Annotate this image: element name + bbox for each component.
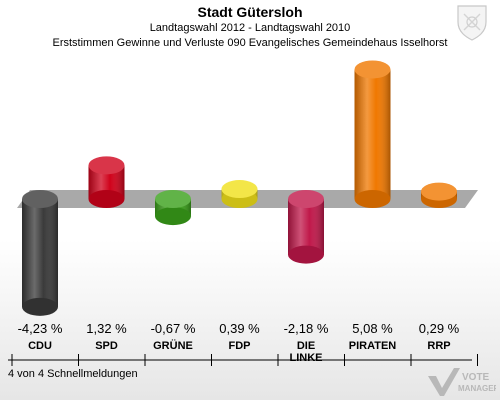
logo-line-1: VOTE xyxy=(462,372,490,383)
chart-title: Stadt Gütersloh xyxy=(197,4,303,20)
value-label-piraten: 5,08 % xyxy=(352,321,393,336)
bar-spd xyxy=(88,156,125,208)
bar-gruene xyxy=(155,190,191,226)
category-label-cdu: CDU xyxy=(28,340,52,352)
chart-subtitle: Landtagswahl 2012 - Landtagswahl 2010 xyxy=(149,22,351,34)
value-label-fdp: 0,39 % xyxy=(219,321,260,336)
bars-group xyxy=(22,60,457,316)
category-axis: -4,23 % CDU 1,32 % SPD -0,67 % GRÜNE 0,39 % FDP… xyxy=(8,321,478,366)
category-label-rrp: RRP xyxy=(427,340,450,352)
bar-die-linke xyxy=(288,190,324,264)
bar-piraten xyxy=(354,60,391,208)
bar-fdp xyxy=(221,180,258,208)
bar-cdu xyxy=(22,190,58,316)
vote-manager-logo: VOTE MANAGER xyxy=(428,368,496,396)
city-crest-icon xyxy=(457,5,487,41)
logo-line-2: MANAGER xyxy=(458,384,496,393)
footer-page-info: 4 von 4 Schnellmeldungen xyxy=(8,368,138,380)
value-label-die-linke: -2,18 % xyxy=(284,321,329,336)
value-label-gruene: -0,67 % xyxy=(151,321,196,336)
category-label-spd: SPD xyxy=(95,340,118,352)
category-label-fdp: FDP xyxy=(229,340,251,352)
value-label-rrp: 0,29 % xyxy=(419,321,460,336)
category-label-piraten: PIRATEN xyxy=(349,340,397,352)
value-label-spd: 1,32 % xyxy=(86,321,127,336)
chart-description: Erststimmen Gewinne und Verluste 090 Eva… xyxy=(52,37,448,49)
value-label-cdu: -4,23 % xyxy=(18,321,63,336)
category-label-gruene: GRÜNE xyxy=(153,339,193,352)
category-label-die-linke: DIE LINKE xyxy=(290,340,323,364)
bar-rrp xyxy=(421,182,457,208)
